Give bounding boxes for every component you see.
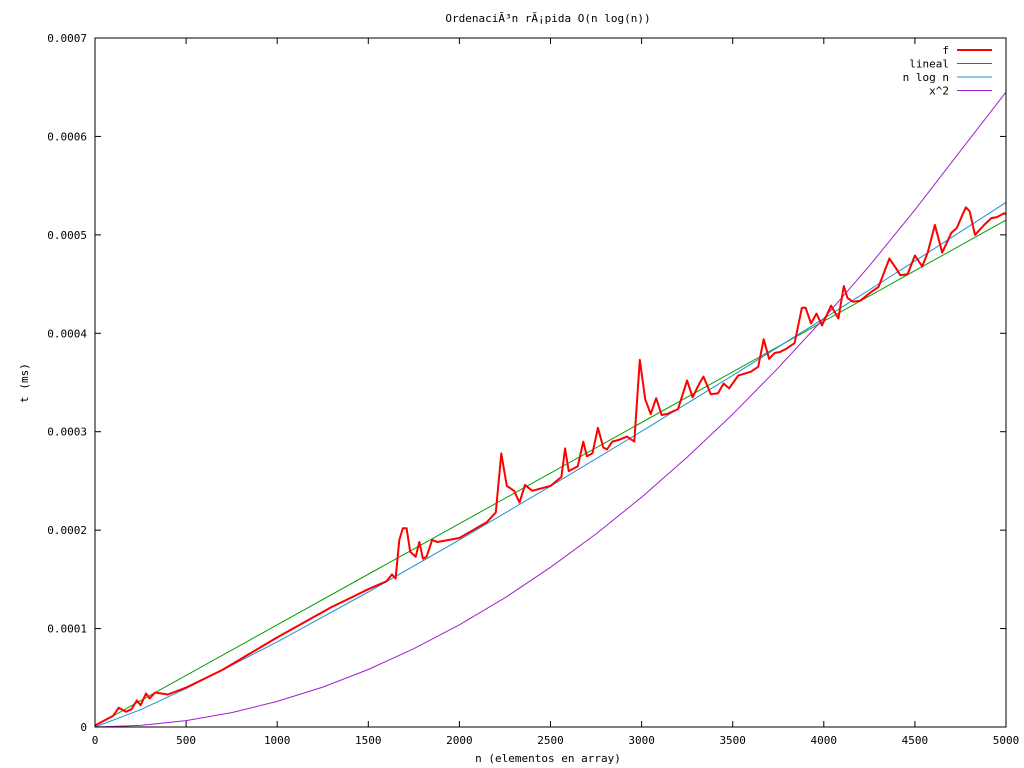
x-tick-label: 0	[92, 734, 99, 747]
x-tick-label: 3000	[628, 734, 655, 747]
y-tick-label: 0.0003	[47, 426, 87, 439]
y-tick-label: 0.0006	[47, 130, 87, 143]
series-line-f	[94, 206, 1007, 727]
x-tick-label: 4500	[902, 734, 929, 747]
y-tick-label: 0.0002	[47, 524, 87, 537]
x-tick-label: 2000	[446, 734, 473, 747]
x-tick-label: 5000	[993, 734, 1020, 747]
chart-title: OrdenaciÃ³n rÃ¡pida O(n log(n))	[445, 12, 650, 25]
plot-frame	[94, 37, 1007, 728]
y-tick-label: 0.0004	[47, 327, 87, 340]
legend-label: n log n	[903, 71, 949, 84]
x-tick-label: 4000	[811, 734, 838, 747]
plot-series	[94, 91, 1007, 728]
x-tick-label: 500	[176, 734, 196, 747]
y-tick-label: 0.0005	[47, 229, 87, 242]
legend-label: x^2	[929, 85, 949, 98]
legend-label: lineal	[909, 58, 949, 71]
legend-label: f	[942, 44, 949, 57]
x-tick-label: 1000	[264, 734, 291, 747]
y-tick-label: 0	[80, 721, 87, 734]
series-line-x-2	[94, 91, 1007, 728]
y-axis-label: t (ms)	[18, 363, 31, 403]
series-line-lineal	[94, 219, 1007, 727]
series-line-n-log-n	[94, 201, 1007, 728]
y-tick-label: 0.0007	[47, 32, 87, 45]
x-tick-label: 1500	[355, 734, 382, 747]
x-tick-label: 3500	[719, 734, 746, 747]
x-tick-label: 2500	[537, 734, 564, 747]
y-tick-label: 0.0001	[47, 623, 87, 636]
axis-ticks: 0 500 1000 1500 2000 2500 3000 3500 4000 4500 5000…	[47, 32, 1019, 747]
x-axis-label: n (elementos en array)	[475, 752, 621, 765]
